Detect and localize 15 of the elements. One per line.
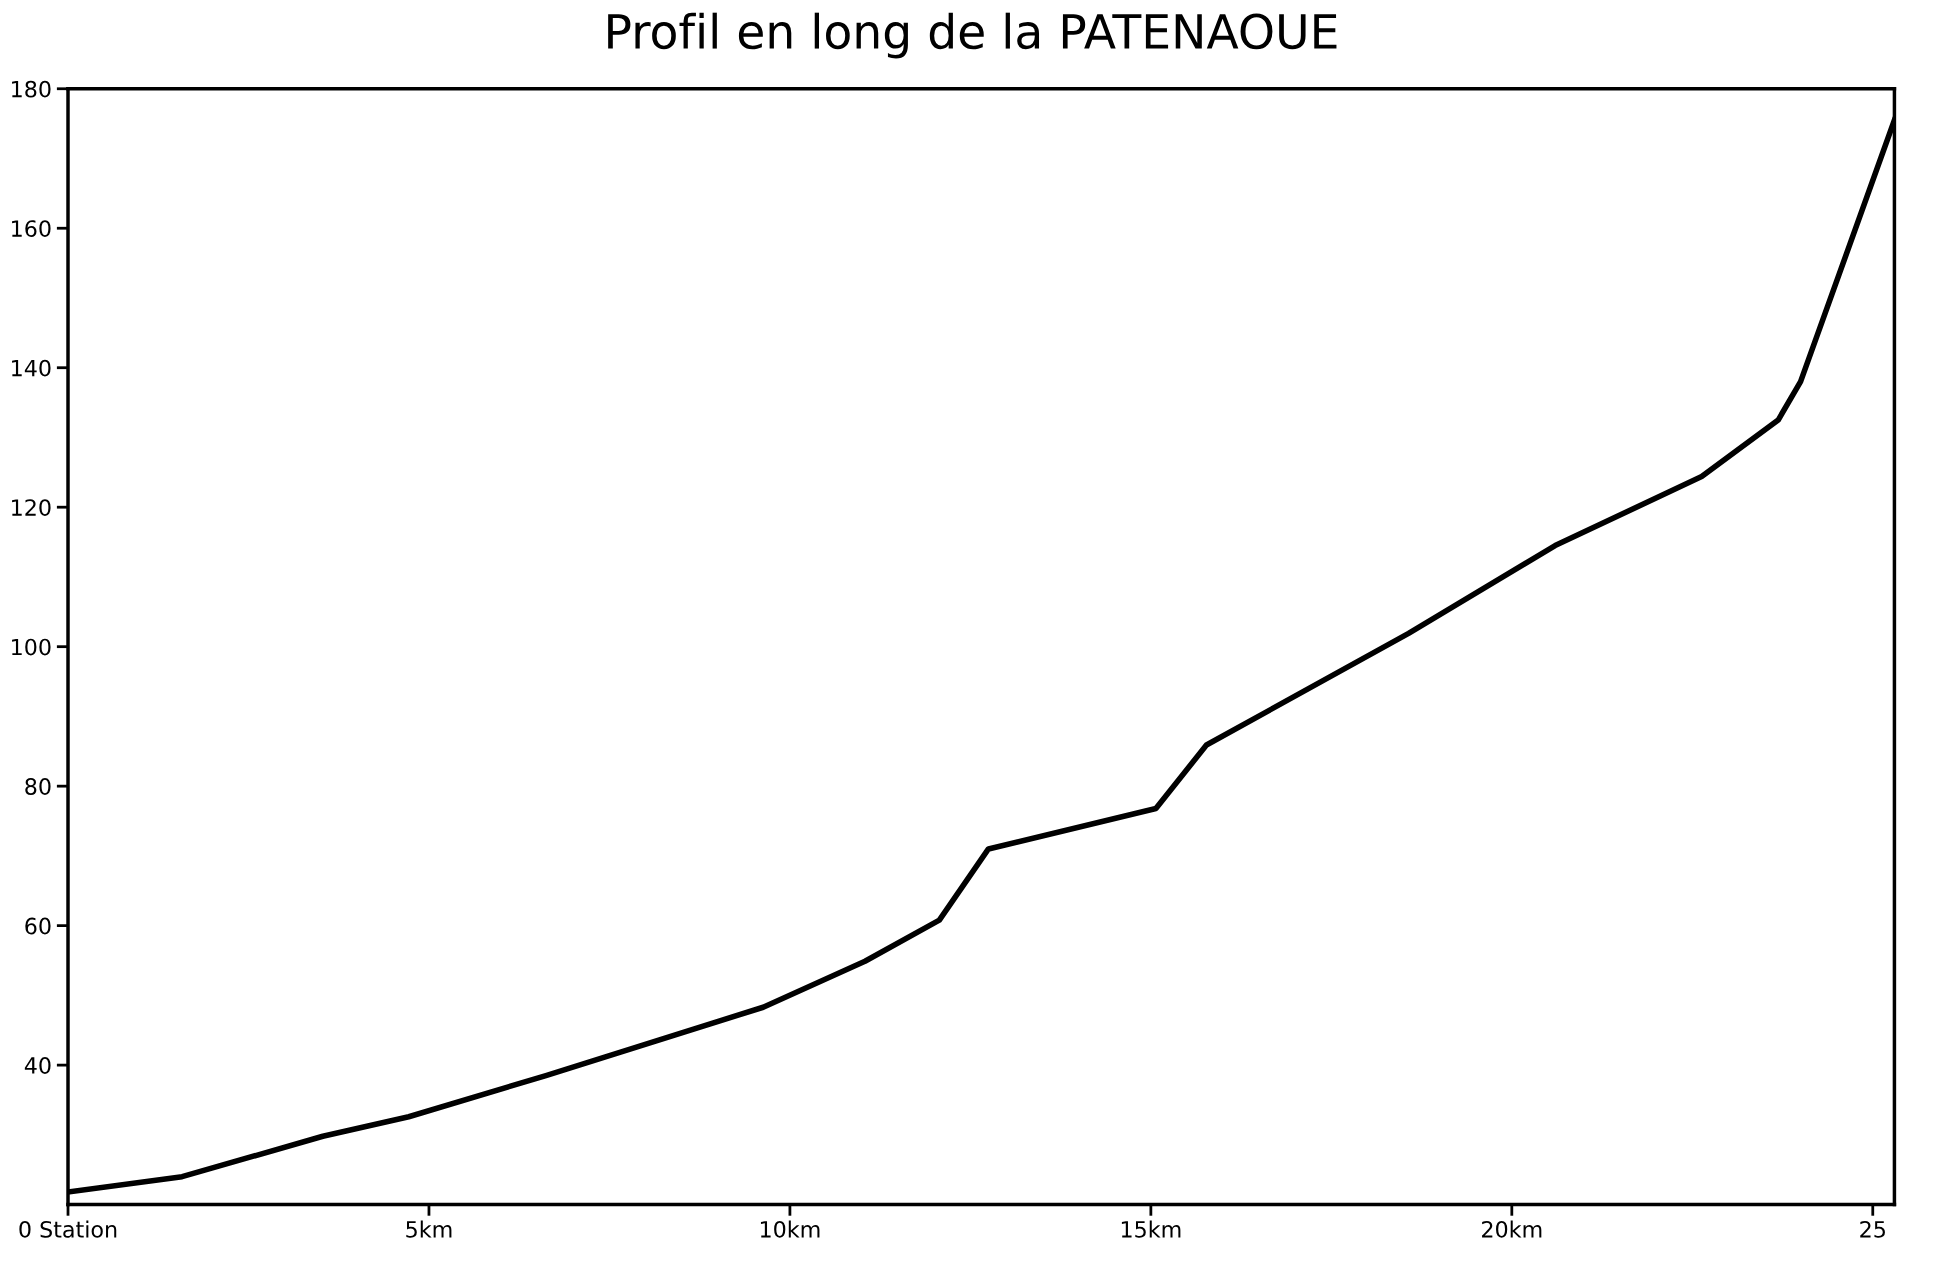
y-tick-label: 80 [25,778,51,795]
y-tick-label: 160 [12,220,51,237]
x-tick-label: 5km [406,1220,452,1238]
x-tick-label: 15km [1121,1220,1181,1238]
y-tick-label: 120 [12,499,51,516]
y-tick-label: 100 [12,638,51,656]
x-tick-label: 10km [760,1220,820,1238]
y-tick-label: 60 [25,917,51,935]
x-tick-label: 25 [1860,1220,1885,1238]
chart-title: Profil en long de la PATENAOUE [608,12,1337,59]
y-tick-label: 140 [12,359,51,377]
x-tick-label: 0 Station [19,1220,117,1238]
y-tick-label: 180 [12,80,51,98]
x-tick-label: 20km [1482,1220,1542,1238]
y-tick-label: 40 [24,1057,51,1074]
